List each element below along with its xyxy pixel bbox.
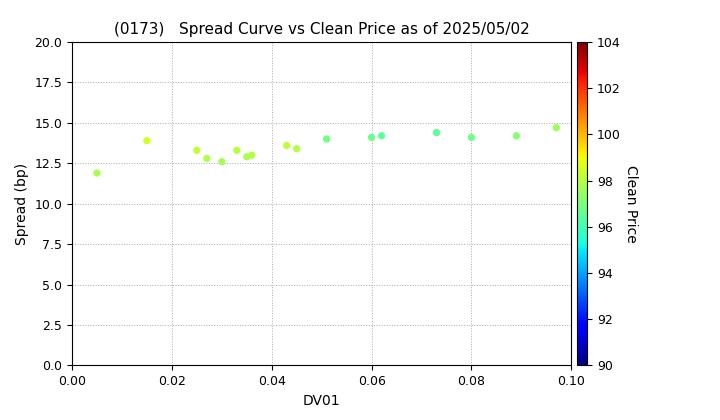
X-axis label: DV01: DV01: [303, 394, 341, 408]
Point: [191, 147, 202, 154]
Point: [241, 153, 253, 160]
Point: [216, 158, 228, 165]
Point: [246, 152, 258, 158]
Point: [366, 134, 377, 141]
Title: (0173)   Spread Curve vs Clean Price as of 2025/05/02: (0173) Spread Curve vs Clean Price as of…: [114, 22, 529, 37]
Point: [510, 132, 522, 139]
Y-axis label: Clean Price: Clean Price: [624, 165, 638, 243]
Point: [291, 145, 302, 152]
Point: [431, 129, 442, 136]
Point: [91, 170, 103, 176]
Point: [141, 137, 153, 144]
Point: [201, 155, 212, 162]
Point: [551, 124, 562, 131]
Y-axis label: Spread (bp): Spread (bp): [15, 163, 29, 245]
Point: [231, 147, 243, 154]
Point: [321, 136, 333, 142]
Point: [466, 134, 477, 141]
Point: [281, 142, 292, 149]
Point: [376, 132, 387, 139]
